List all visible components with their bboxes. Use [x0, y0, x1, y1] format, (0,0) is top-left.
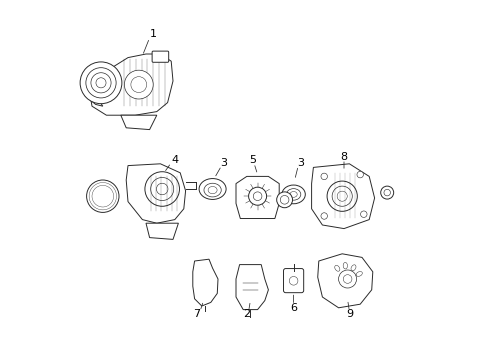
Polygon shape	[236, 265, 269, 310]
Circle shape	[98, 192, 107, 201]
Polygon shape	[126, 164, 186, 223]
Polygon shape	[318, 254, 373, 308]
Text: 4: 4	[171, 155, 178, 165]
Ellipse shape	[335, 265, 340, 271]
Circle shape	[80, 62, 122, 104]
Circle shape	[321, 173, 327, 180]
Circle shape	[86, 68, 116, 98]
Polygon shape	[146, 223, 178, 239]
Polygon shape	[193, 259, 218, 306]
Circle shape	[289, 276, 298, 285]
Circle shape	[248, 187, 267, 205]
Circle shape	[337, 191, 347, 201]
Circle shape	[89, 183, 117, 210]
Circle shape	[151, 177, 174, 201]
Text: 8: 8	[341, 152, 347, 162]
Ellipse shape	[286, 189, 301, 200]
Polygon shape	[312, 164, 374, 229]
Text: 5: 5	[249, 155, 256, 165]
Ellipse shape	[208, 186, 217, 194]
Polygon shape	[121, 115, 157, 130]
Circle shape	[145, 172, 179, 206]
Text: 7: 7	[193, 309, 200, 319]
FancyBboxPatch shape	[284, 269, 304, 293]
Text: 3: 3	[220, 158, 227, 168]
Text: 3: 3	[297, 158, 304, 168]
Text: 1: 1	[150, 29, 157, 39]
Ellipse shape	[351, 265, 356, 271]
Circle shape	[87, 180, 119, 212]
Circle shape	[357, 171, 364, 178]
Circle shape	[327, 181, 357, 211]
Ellipse shape	[356, 271, 362, 276]
Circle shape	[124, 70, 153, 99]
Circle shape	[339, 270, 357, 288]
Text: 2: 2	[243, 309, 250, 319]
Text: 9: 9	[346, 309, 353, 319]
Circle shape	[131, 77, 147, 93]
Circle shape	[343, 275, 352, 283]
Text: 6: 6	[290, 303, 297, 313]
Polygon shape	[85, 85, 103, 106]
Ellipse shape	[199, 179, 226, 199]
Circle shape	[384, 189, 391, 196]
Circle shape	[94, 187, 112, 205]
FancyBboxPatch shape	[152, 51, 169, 62]
Circle shape	[92, 185, 114, 207]
Circle shape	[361, 211, 367, 217]
Ellipse shape	[343, 262, 347, 269]
Circle shape	[156, 183, 168, 195]
Ellipse shape	[204, 183, 221, 197]
Circle shape	[253, 192, 262, 201]
Polygon shape	[236, 176, 279, 219]
Circle shape	[91, 73, 111, 93]
Circle shape	[96, 78, 106, 88]
Circle shape	[280, 195, 289, 204]
Ellipse shape	[290, 192, 297, 197]
Circle shape	[321, 213, 327, 219]
Circle shape	[90, 184, 116, 209]
Ellipse shape	[282, 185, 305, 204]
Circle shape	[277, 192, 293, 208]
Polygon shape	[88, 54, 173, 115]
Circle shape	[332, 186, 352, 206]
Circle shape	[381, 186, 393, 199]
